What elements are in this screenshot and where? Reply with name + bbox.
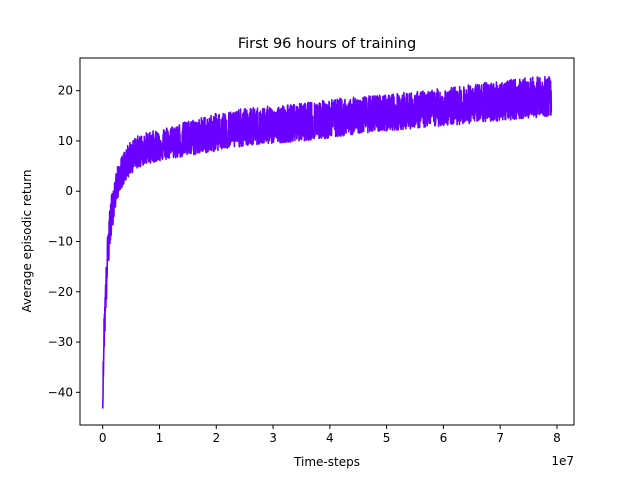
x-axis-offset-label: 1e7 xyxy=(551,454,574,468)
y-tick-label: −40 xyxy=(48,385,73,399)
x-tick-label: 0 xyxy=(99,431,107,445)
x-axis-label: Time-steps xyxy=(293,455,360,469)
y-tick-label: 0 xyxy=(65,184,73,198)
x-tick-label: 3 xyxy=(269,431,277,445)
x-tick-label: 1 xyxy=(156,431,164,445)
series-layer xyxy=(101,75,553,409)
y-axis-label: Average episodic return xyxy=(20,169,34,312)
y-tick-label: 10 xyxy=(58,134,73,148)
y-tick-label: −20 xyxy=(48,285,73,299)
y-axis-ticks: −40 −30 −20 −10 0 10 20 xyxy=(48,84,80,399)
x-tick-label: 8 xyxy=(553,431,561,445)
x-tick-label: 2 xyxy=(212,431,220,445)
series-line-0 xyxy=(101,75,553,409)
y-tick-label: 20 xyxy=(58,84,73,98)
y-tick-label: −10 xyxy=(48,235,73,249)
x-tick-label: 4 xyxy=(326,431,334,445)
x-tick-label: 6 xyxy=(440,431,448,445)
x-tick-label: 5 xyxy=(383,431,391,445)
chart-title: First 96 hours of training xyxy=(238,36,416,52)
x-axis-ticks: 0 1 2 3 4 5 6 7 8 xyxy=(99,425,561,445)
y-tick-label: −30 xyxy=(48,335,73,349)
x-tick-label: 7 xyxy=(496,431,504,445)
